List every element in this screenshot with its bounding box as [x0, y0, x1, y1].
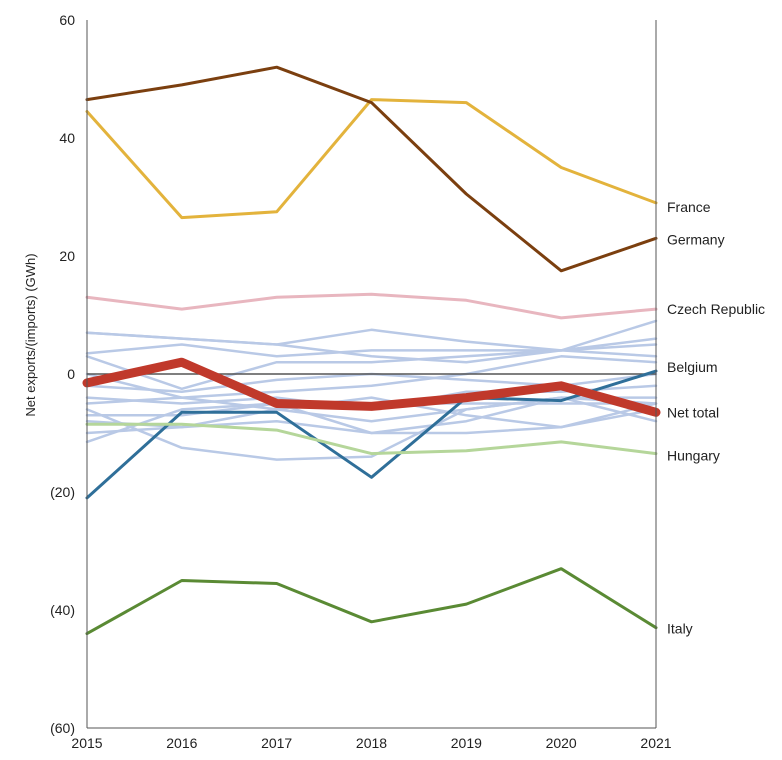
- y-tick-label: 0: [67, 366, 75, 382]
- x-tick-label: 2015: [71, 735, 102, 751]
- series-line-france: [85, 98, 658, 220]
- background-series-line: [85, 396, 658, 461]
- series-label-germany: Germany: [667, 231, 725, 247]
- highlighted-series-group: [82, 65, 661, 636]
- x-tick-label: 2021: [640, 735, 671, 751]
- y-tick-label: (60): [50, 720, 75, 736]
- background-series-line: [85, 349, 658, 391]
- series-line-germany: [85, 65, 658, 273]
- y-tick-label: 40: [59, 130, 75, 146]
- x-tick-label: 2019: [451, 735, 482, 751]
- series-label-hungary: Hungary: [667, 448, 720, 464]
- series-line-czech-republic: [85, 292, 658, 320]
- x-axis-tick-labels: 2015 2016 2017 2018 2019 2020 2021: [71, 735, 671, 751]
- series-label-france: France: [667, 199, 711, 215]
- series-label-belgium: Belgium: [667, 359, 718, 375]
- series-labels: France Germany Czech Republic Belgium Net to…: [667, 199, 765, 637]
- series-line-belgium: [85, 369, 658, 500]
- series-line-net-total: [82, 357, 661, 417]
- y-tick-label: (40): [50, 602, 75, 618]
- y-axis-tick-labels: 60 40 20 0 (20) (40) (60): [50, 12, 75, 736]
- y-axis-title: Net exports/(imports) (GWh): [23, 253, 38, 416]
- y-tick-label: 20: [59, 248, 75, 264]
- y-tick-label: (20): [50, 484, 75, 500]
- x-tick-label: 2020: [546, 735, 577, 751]
- x-tick-label: 2018: [356, 735, 387, 751]
- series-label-czech-republic: Czech Republic: [667, 301, 765, 317]
- series-label-italy: Italy: [667, 621, 693, 637]
- x-tick-label: 2016: [166, 735, 197, 751]
- x-tick-label: 2017: [261, 735, 292, 751]
- plot-frame: [86, 20, 657, 729]
- series-label-net-total: Net total: [667, 404, 719, 420]
- series-line-hungary: [85, 422, 658, 456]
- background-series-line: [85, 396, 658, 435]
- series-line-italy: [85, 567, 658, 636]
- y-tick-label: 60: [59, 12, 75, 28]
